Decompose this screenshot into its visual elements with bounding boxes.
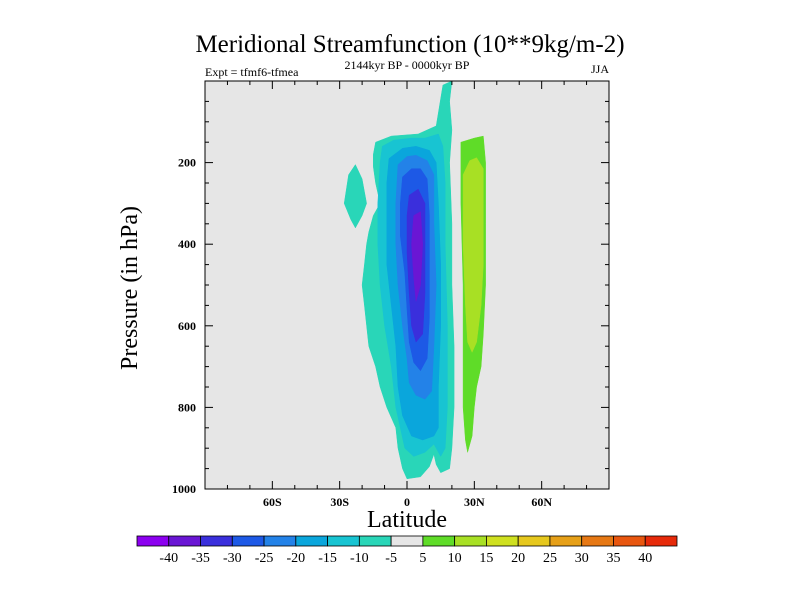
x-axis: 60S 30S 0 30N 60N — [204, 81, 610, 509]
colorbar-swatch — [168, 535, 201, 547]
colorbar-label: 25 — [543, 551, 557, 566]
colorbar-swatch — [295, 535, 328, 547]
colorbar-label: -35 — [191, 551, 210, 566]
colorbar-label: 35 — [606, 551, 620, 566]
colorbar-swatch — [136, 535, 170, 547]
y-tick-label: 1000 — [172, 482, 196, 496]
season-label: JJA — [591, 62, 609, 76]
x-tick-label: 30N — [464, 495, 485, 509]
x-tick-label: 60S — [263, 495, 282, 509]
colorbar-swatch — [263, 535, 297, 547]
y-tick-label: 200 — [178, 156, 196, 170]
contour-region-0 — [343, 164, 367, 229]
colorbar-swatch — [200, 535, 233, 547]
colorbar-label: 20 — [511, 551, 525, 566]
y-axis-label: Pressure (in hPa) — [117, 206, 143, 370]
time-range-label: 2144kyr BP - 0000kyr BP — [345, 58, 470, 72]
y-tick-label: 400 — [178, 237, 196, 251]
x-axis-label: Latitude — [367, 507, 447, 533]
x-tick-label: 60N — [531, 495, 552, 509]
contour-region-7 — [411, 211, 423, 302]
chart-title: Meridional Streamfunction (10**9kg/m-2) — [195, 31, 624, 58]
colorbar-label: -30 — [223, 551, 242, 566]
colorbar: -40 -35 -30 -25 -20 -15 -10 -5 5 10 15 20 25 30 35 40 — [136, 535, 678, 566]
colorbar-swatch — [613, 535, 646, 547]
colorbar-swatch — [549, 535, 583, 547]
colorbar-label: 40 — [638, 551, 652, 566]
colorbar-label: -10 — [350, 551, 369, 566]
colorbar-label: -15 — [318, 551, 337, 566]
colorbar-label: -20 — [286, 551, 305, 566]
contour-region-9 — [462, 157, 484, 353]
colorbar-label: -40 — [159, 551, 178, 566]
colorbar-swatch — [581, 535, 614, 547]
colorbar-label: 30 — [575, 551, 589, 566]
colorbar-swatch — [231, 535, 265, 547]
colorbar-label: -25 — [255, 551, 274, 566]
colorbar-swatch — [517, 535, 551, 547]
colorbar-swatch — [454, 535, 487, 547]
experiment-label: Expt = tfmf6-tfmea — [205, 65, 299, 79]
colorbar-label: 5 — [419, 551, 426, 566]
colorbar-label: 15 — [479, 551, 493, 566]
colorbar-swatch — [486, 535, 519, 547]
contour-layer — [343, 80, 486, 480]
y-tick-label: 800 — [178, 400, 196, 414]
colorbar-label: -5 — [385, 551, 397, 566]
y-tick-label: 600 — [178, 319, 196, 333]
y-axis: 200 400 600 800 1000 — [172, 80, 609, 496]
colorbar-label: 10 — [448, 551, 462, 566]
colorbar-swatch — [644, 535, 678, 547]
x-tick-label: 0 — [404, 495, 410, 509]
colorbar-swatch — [422, 535, 456, 547]
colorbar-swatch — [390, 535, 424, 547]
colorbar-swatch — [327, 535, 360, 547]
x-tick-label: 30S — [330, 495, 349, 509]
colorbar-swatch — [358, 535, 392, 547]
